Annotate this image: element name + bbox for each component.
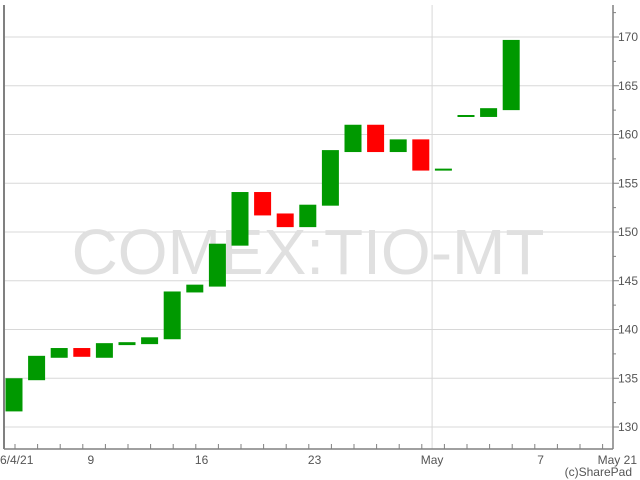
candle-11: [254, 192, 272, 216]
xtick-label: 23: [308, 453, 322, 467]
copyright: (c)SharePad: [565, 465, 632, 479]
xtick-label: 7: [537, 453, 544, 467]
xtick-label: May 21: [598, 453, 638, 467]
candle-9: [208, 243, 226, 287]
candle-8: [186, 284, 204, 293]
ytick-label-145: 145: [618, 274, 638, 288]
candle-16: [367, 124, 385, 153]
candle-22: [502, 39, 520, 111]
ytick-label-130: 130: [618, 420, 638, 434]
candles: [5, 39, 520, 412]
candle-6: [141, 337, 159, 345]
candle-14: [321, 150, 339, 206]
xtick-label: 6/4/21: [0, 453, 34, 467]
xtick-label: May: [421, 453, 444, 467]
candle-10: [231, 192, 249, 246]
candle-7: [163, 291, 181, 340]
candle-17: [389, 139, 407, 153]
candle-12: [276, 213, 294, 228]
ytick-label-140: 140: [618, 323, 638, 337]
grid: [4, 5, 613, 449]
xtick-label: 16: [195, 453, 209, 467]
ytick-label-155: 155: [618, 176, 638, 190]
ytick-label-160: 160: [618, 128, 638, 142]
candle-1: [28, 355, 46, 381]
candle-5: [118, 342, 136, 346]
candle-4: [95, 343, 113, 358]
candle-19: [434, 168, 452, 171]
xtick-label: 9: [87, 453, 94, 467]
candle-20: [457, 115, 475, 117]
candle-15: [344, 124, 362, 153]
ytick-label-165: 165: [618, 79, 638, 93]
candle-13: [299, 204, 317, 228]
watermark: COMEX:TIO-MT: [72, 216, 545, 288]
candle-2: [50, 348, 68, 358]
candle-21: [480, 108, 498, 117]
candle-18: [412, 139, 430, 171]
candle-3: [73, 348, 91, 357]
ytick-label-170: 170: [618, 30, 638, 44]
ytick-label-135: 135: [618, 371, 638, 385]
axes: 130 135 140 145 150 155 160 165 170 6/4/21 9 16 23 Ma…: [0, 5, 638, 467]
candle-0: [5, 378, 23, 412]
ytick-label-150: 150: [618, 225, 638, 239]
